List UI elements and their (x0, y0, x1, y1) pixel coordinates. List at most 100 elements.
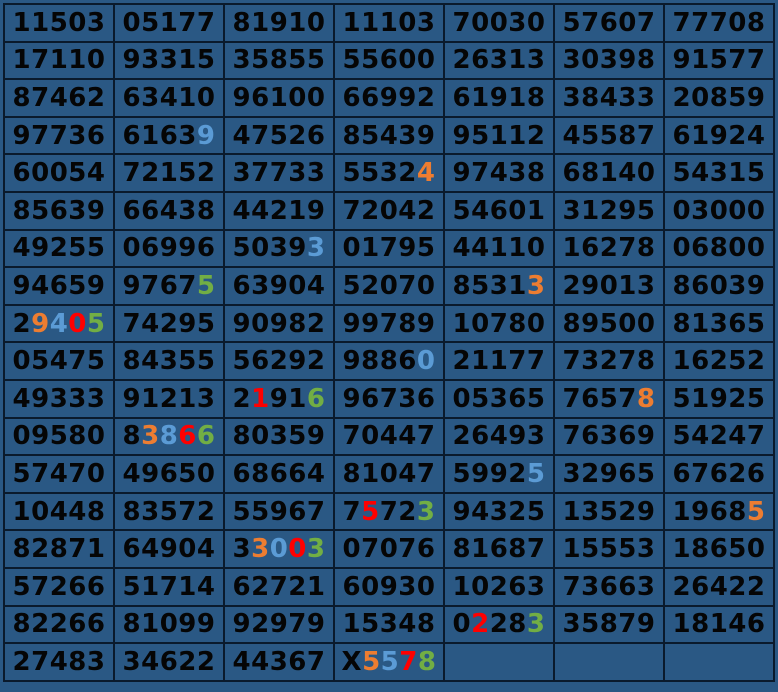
grid-cell[interactable]: 66438 (113, 190, 225, 231)
grid-cell[interactable]: 27483 (3, 642, 115, 682)
grid-cell[interactable]: 06800 (663, 228, 775, 269)
grid-cell[interactable]: 95112 (443, 115, 555, 156)
grid-cell[interactable]: 97736 (3, 115, 115, 156)
grid-cell[interactable]: 51925 (663, 378, 775, 419)
grid-cell[interactable]: 55600 (333, 40, 445, 81)
grid-cell[interactable]: 73278 (553, 341, 665, 381)
grid-cell[interactable]: 49255 (3, 228, 115, 269)
grid-cell[interactable]: 84355 (113, 341, 225, 381)
grid-cell[interactable]: 10263 (443, 566, 555, 607)
grid-cell[interactable]: 73663 (553, 566, 665, 607)
grid-cell[interactable]: 64904 (113, 529, 225, 569)
grid-cell[interactable]: 93315 (113, 40, 225, 81)
grid-cell[interactable]: 67626 (663, 454, 775, 494)
grid-cell[interactable]: 86039 (663, 266, 775, 306)
grid-cell[interactable]: 31295 (553, 190, 665, 231)
grid-cell[interactable]: 09580 (3, 416, 115, 457)
grid-cell[interactable]: 01795 (333, 228, 445, 269)
grid-cell[interactable]: 44110 (443, 228, 555, 269)
grid-cell[interactable]: 83866 (113, 416, 225, 457)
grid-cell[interactable]: 85439 (333, 115, 445, 156)
grid-cell[interactable] (663, 642, 775, 682)
grid-cell[interactable]: 29013 (553, 266, 665, 306)
grid-cell[interactable]: 20859 (663, 78, 775, 118)
grid-cell[interactable]: 61639 (113, 115, 225, 156)
grid-cell[interactable]: 61918 (443, 78, 555, 118)
grid-cell[interactable]: 60930 (333, 566, 445, 607)
grid-cell[interactable]: 18146 (663, 604, 775, 645)
grid-cell[interactable]: 13529 (553, 491, 665, 532)
grid-cell[interactable]: 17110 (3, 40, 115, 81)
grid-cell[interactable]: 74295 (113, 303, 225, 344)
grid-cell[interactable]: 16278 (553, 228, 665, 269)
grid-cell[interactable]: 70447 (333, 416, 445, 457)
grid-cell[interactable]: 05475 (3, 341, 115, 381)
grid-cell[interactable]: 30398 (553, 40, 665, 81)
grid-cell[interactable]: 63410 (113, 78, 225, 118)
grid-cell[interactable]: 96736 (333, 378, 445, 419)
grid-cell[interactable]: 10448 (3, 491, 115, 532)
grid-cell[interactable]: 54247 (663, 416, 775, 457)
grid-cell[interactable]: 90982 (223, 303, 335, 344)
grid-cell[interactable]: 81687 (443, 529, 555, 569)
grid-cell[interactable]: 59925 (443, 454, 555, 494)
grid-cell[interactable]: 54315 (663, 153, 775, 193)
grid-cell[interactable]: 94659 (3, 266, 115, 306)
grid-cell[interactable]: 54601 (443, 190, 555, 231)
grid-cell[interactable]: 11503 (3, 3, 115, 43)
grid-cell[interactable]: 92979 (223, 604, 335, 645)
grid-cell[interactable]: 72042 (333, 190, 445, 231)
grid-cell[interactable]: 51714 (113, 566, 225, 607)
grid-cell[interactable]: 80359 (223, 416, 335, 457)
grid-cell[interactable]: 05365 (443, 378, 555, 419)
grid-cell[interactable]: 26493 (443, 416, 555, 457)
grid-cell[interactable]: 26313 (443, 40, 555, 81)
grid-cell[interactable]: 29405 (3, 303, 115, 344)
grid-cell[interactable]: 62721 (223, 566, 335, 607)
grid-cell[interactable]: 57607 (553, 3, 665, 43)
grid-cell[interactable]: 52070 (333, 266, 445, 306)
grid-cell[interactable] (553, 642, 665, 682)
grid-cell[interactable]: 45587 (553, 115, 665, 156)
grid-cell[interactable]: 11103 (333, 3, 445, 43)
grid-cell[interactable]: 55967 (223, 491, 335, 532)
grid-cell[interactable]: 18650 (663, 529, 775, 569)
grid-cell[interactable]: 81047 (333, 454, 445, 494)
grid-cell[interactable]: 50393 (223, 228, 335, 269)
grid-cell[interactable]: 16252 (663, 341, 775, 381)
grid-cell[interactable]: 07076 (333, 529, 445, 569)
grid-cell[interactable]: 47526 (223, 115, 335, 156)
grid-cell[interactable]: 81365 (663, 303, 775, 344)
grid-cell[interactable]: 61924 (663, 115, 775, 156)
grid-cell[interactable]: 21177 (443, 341, 555, 381)
grid-cell[interactable]: 91213 (113, 378, 225, 419)
grid-cell[interactable]: 34622 (113, 642, 225, 682)
grid-cell[interactable]: 82871 (3, 529, 115, 569)
grid-cell[interactable]: 49333 (3, 378, 115, 419)
grid-cell[interactable]: 32965 (553, 454, 665, 494)
grid-cell[interactable]: 96100 (223, 78, 335, 118)
grid-cell[interactable]: 66992 (333, 78, 445, 118)
grid-cell[interactable]: 91577 (663, 40, 775, 81)
grid-cell[interactable]: 85313 (443, 266, 555, 306)
grid-cell[interactable]: 68664 (223, 454, 335, 494)
grid-cell[interactable]: 21916 (223, 378, 335, 419)
grid-cell[interactable]: 38433 (553, 78, 665, 118)
grid-cell[interactable]: 55324 (333, 153, 445, 193)
grid-cell[interactable]: 44367 (223, 642, 335, 682)
grid-cell[interactable]: 63904 (223, 266, 335, 306)
grid-cell[interactable]: 15553 (553, 529, 665, 569)
grid-cell[interactable]: 97438 (443, 153, 555, 193)
grid-cell[interactable] (443, 642, 555, 682)
grid-cell[interactable]: 83572 (113, 491, 225, 532)
grid-cell[interactable]: 37733 (223, 153, 335, 193)
grid-cell[interactable]: 10780 (443, 303, 555, 344)
grid-cell[interactable]: 60054 (3, 153, 115, 193)
grid-cell[interactable]: 70030 (443, 3, 555, 43)
grid-cell[interactable]: 03000 (663, 190, 775, 231)
grid-cell[interactable]: 57470 (3, 454, 115, 494)
grid-cell[interactable]: 89500 (553, 303, 665, 344)
grid-cell[interactable]: 87462 (3, 78, 115, 118)
grid-cell[interactable]: 15348 (333, 604, 445, 645)
grid-cell[interactable]: 26422 (663, 566, 775, 607)
